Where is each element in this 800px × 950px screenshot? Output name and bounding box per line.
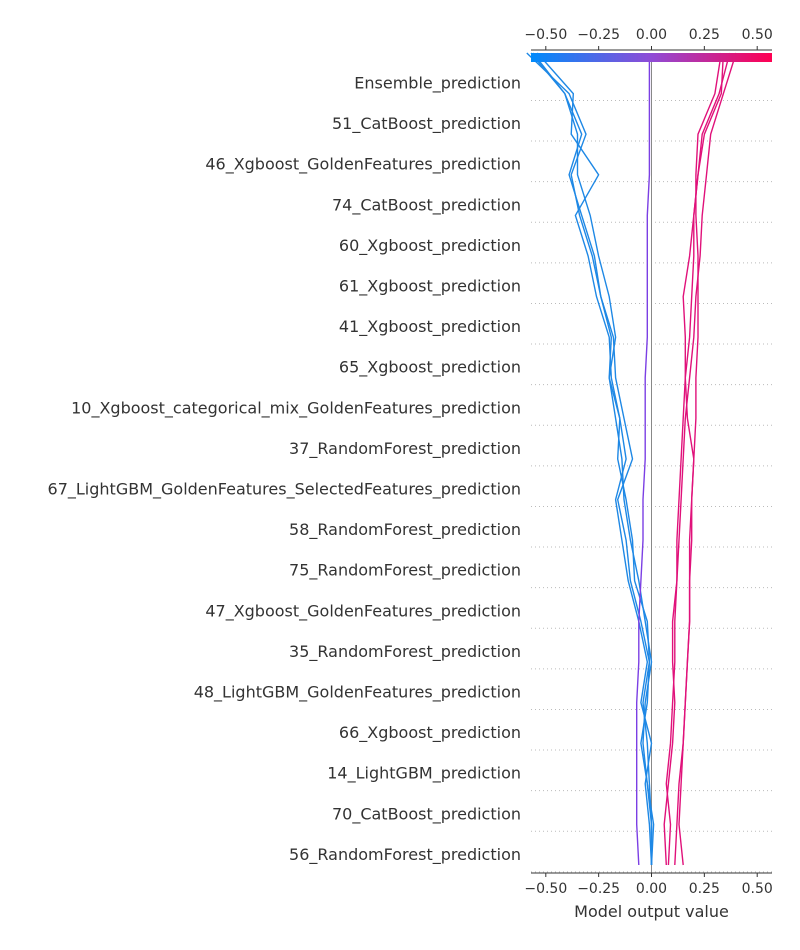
feature-label: 46_Xgboost_GoldenFeatures_prediction [205,155,521,175]
top-tick-label: 0.00 [636,27,667,43]
decision-line [636,53,651,866]
feature-label: 56_RandomForest_prediction [289,845,521,865]
feature-label: 75_RandomForest_prediction [289,561,521,581]
feature-label: 70_CatBoost_prediction [332,804,521,824]
top-tick-label: 0.25 [689,27,720,43]
feature-label: 58_RandomForest_prediction [289,520,521,540]
feature-label: 37_RandomForest_prediction [289,439,521,459]
feature-label: Ensemble_prediction [354,73,521,93]
bottom-tick-label: 0.50 [742,881,773,897]
feature-label: 60_Xgboost_prediction [339,236,521,256]
top-axis: −0.50 −0.25 0.00 0.25 0.50 [524,27,773,51]
feature-label: 47_Xgboost_GoldenFeatures_prediction [205,601,521,621]
bottom-tick-label: −0.25 [577,881,620,897]
feature-label: 66_Xgboost_prediction [339,723,521,743]
decision-line [678,52,722,866]
feature-label: 14_LightGBM_prediction [327,764,521,784]
top-tick-label: −0.50 [524,27,567,43]
decision-lines [526,52,737,866]
feature-label: 67_LightGBM_GoldenFeatures_SelectedFeatu… [48,479,521,499]
bottom-tick-label: −0.50 [524,881,567,897]
top-tick-label: −0.25 [577,27,620,43]
decision-line [530,52,655,866]
feature-label: 51_CatBoost_prediction [332,114,521,134]
feature-label: 10_Xgboost_categorical_mix_GoldenFeature… [71,398,521,418]
feature-label: 74_CatBoost_prediction [332,195,521,215]
top-tick-label: 0.50 [742,27,773,43]
colorbar [531,53,772,62]
feature-label: 65_Xgboost_prediction [339,358,521,378]
feature-label: 48_LightGBM_GoldenFeatures_prediction [194,682,521,702]
feature-label: 35_RandomForest_prediction [289,642,521,662]
bottom-tick-label: 0.25 [689,881,720,897]
decision-line [665,52,737,866]
decision-line [663,52,731,866]
feature-labels: Ensemble_prediction 51_CatBoost_predictio… [48,73,521,864]
decision-line [526,52,653,865]
feature-label: 41_Xgboost_prediction [339,317,521,337]
decision-line [674,52,725,866]
decision-line [532,52,653,865]
x-axis-label: Model output value [574,902,729,921]
feature-label: 61_Xgboost_prediction [339,276,521,296]
bottom-tick-label: 0.00 [636,881,667,897]
bottom-axis: −0.50 −0.25 0.00 0.25 0.50 [524,872,773,897]
decision-line [536,52,653,866]
